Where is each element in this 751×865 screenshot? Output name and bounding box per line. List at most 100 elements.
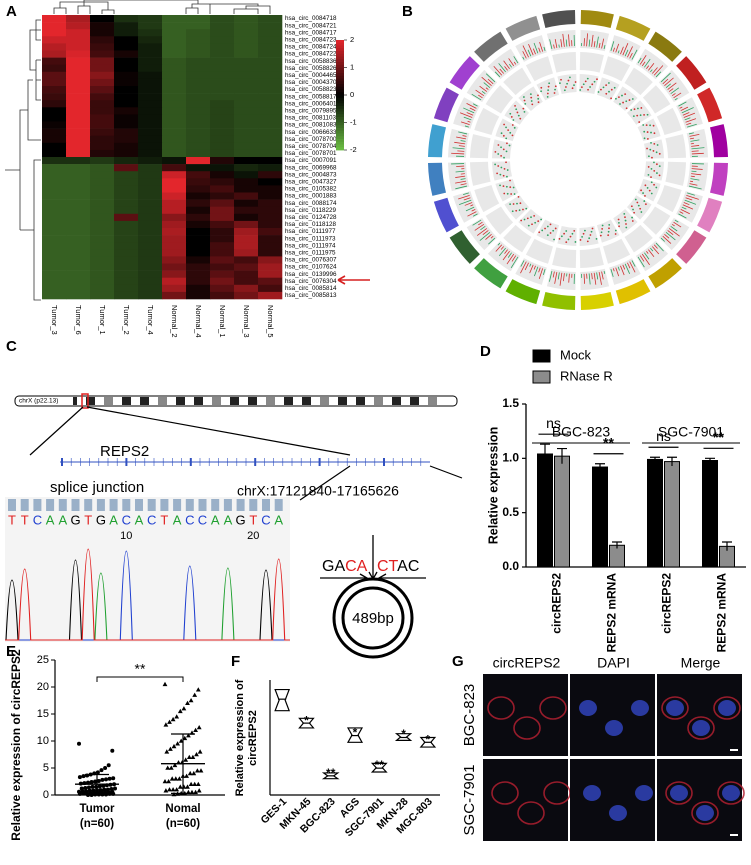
track-background — [525, 56, 553, 82]
heatmap-cell — [186, 93, 211, 101]
heatmap-cell — [234, 43, 259, 51]
sd-bar — [171, 733, 195, 794]
track-tick — [648, 249, 655, 257]
quality-bar — [58, 499, 67, 511]
heatmap-cell — [210, 50, 235, 58]
data-point — [175, 741, 180, 746]
track-tick — [466, 102, 477, 109]
heatmap-cell — [162, 36, 187, 44]
track-tick — [639, 255, 645, 262]
track-dot — [566, 82, 569, 85]
heatmap-cell — [90, 199, 115, 207]
track-dot — [593, 80, 596, 83]
colorbar-step — [336, 97, 344, 101]
heatmap-cell — [138, 277, 163, 286]
heatmap-cell — [114, 71, 139, 80]
heatmap-cell — [186, 36, 211, 44]
track-dot — [523, 96, 525, 98]
data-point — [97, 784, 102, 789]
track-background — [453, 191, 480, 223]
track-background — [552, 247, 577, 268]
track-background — [603, 56, 631, 82]
quality-bar — [109, 499, 118, 511]
heatmap-cell — [210, 171, 235, 179]
heatmap-cell — [42, 157, 67, 165]
track-dot — [602, 86, 605, 89]
heatmap-cell — [258, 157, 283, 165]
chromosome-band — [428, 124, 446, 158]
track-tick — [507, 252, 512, 258]
track-dot — [523, 218, 526, 221]
track-tick — [682, 204, 694, 210]
panel-label: F — [231, 653, 240, 670]
nucleus — [583, 785, 601, 801]
column-label: Normal_5 — [266, 305, 275, 338]
track-tick — [504, 66, 508, 71]
heatmap-cell — [258, 22, 283, 30]
track-tick — [624, 49, 629, 57]
track-tick — [682, 112, 690, 116]
heatmap-cell — [90, 78, 115, 87]
track-tick — [455, 170, 465, 173]
track-tick — [686, 194, 699, 200]
track-dot — [644, 203, 647, 206]
track-background — [665, 161, 686, 186]
quality-bar — [173, 499, 182, 511]
heatmap-cell — [210, 43, 235, 51]
track-dot — [515, 108, 518, 111]
heatmap-cell — [186, 164, 211, 172]
bar — [554, 455, 570, 568]
track-tick — [617, 50, 620, 54]
track-tick — [627, 262, 631, 269]
track-tick — [655, 242, 664, 252]
track-dot — [537, 101, 540, 104]
heatmap-cell — [186, 135, 211, 144]
track-dot — [636, 114, 639, 117]
heatmap-cell — [90, 291, 115, 300]
heatmap-cell — [90, 43, 115, 51]
heatmap-cell — [162, 220, 187, 229]
track-tick — [665, 232, 676, 241]
chromosome-band — [505, 15, 541, 41]
heatmap-cell — [114, 256, 139, 264]
colorbar-step — [336, 84, 344, 88]
track-tick — [543, 46, 546, 51]
heatmap-cell — [66, 284, 91, 293]
track-dot — [540, 86, 543, 89]
heatmap-cell — [234, 213, 259, 222]
quality-bar — [236, 499, 245, 511]
heatmap-cell — [234, 142, 259, 151]
heatmap-cell — [66, 29, 91, 37]
row-label: hsa_circ_0084723 — [285, 37, 337, 44]
nucleus — [692, 720, 710, 736]
chromosome-band — [428, 162, 446, 196]
data-point — [103, 766, 108, 770]
x-tick-label: REPS2 mRNA — [715, 573, 729, 653]
heatmap-cell — [42, 50, 67, 58]
base: T — [84, 512, 92, 527]
heatmap-cell — [258, 228, 283, 236]
zoom-lines — [299, 465, 463, 501]
heatmap-cell — [42, 149, 67, 158]
data-point — [96, 778, 101, 783]
track-tick — [464, 125, 469, 128]
track-dot — [643, 130, 646, 133]
heatmap-cell — [42, 263, 67, 271]
track-dot — [625, 226, 628, 229]
heatmap-cell — [186, 192, 211, 200]
track-dot — [648, 189, 651, 192]
heatmap-cell — [66, 22, 91, 30]
heatmap-cell — [114, 228, 139, 236]
track-dot — [640, 107, 643, 109]
track-dot — [613, 86, 616, 89]
region-label: chrX (p22.13) — [19, 398, 58, 405]
track-background — [525, 238, 553, 264]
track-tick — [522, 56, 525, 60]
track-dot — [497, 153, 500, 155]
heatmap-cell — [210, 142, 235, 151]
heatmap-cell — [114, 78, 139, 87]
track-tick — [458, 131, 468, 135]
heatmap-cell — [162, 235, 187, 243]
base: A — [211, 512, 220, 527]
heatmap-cell — [186, 263, 211, 271]
